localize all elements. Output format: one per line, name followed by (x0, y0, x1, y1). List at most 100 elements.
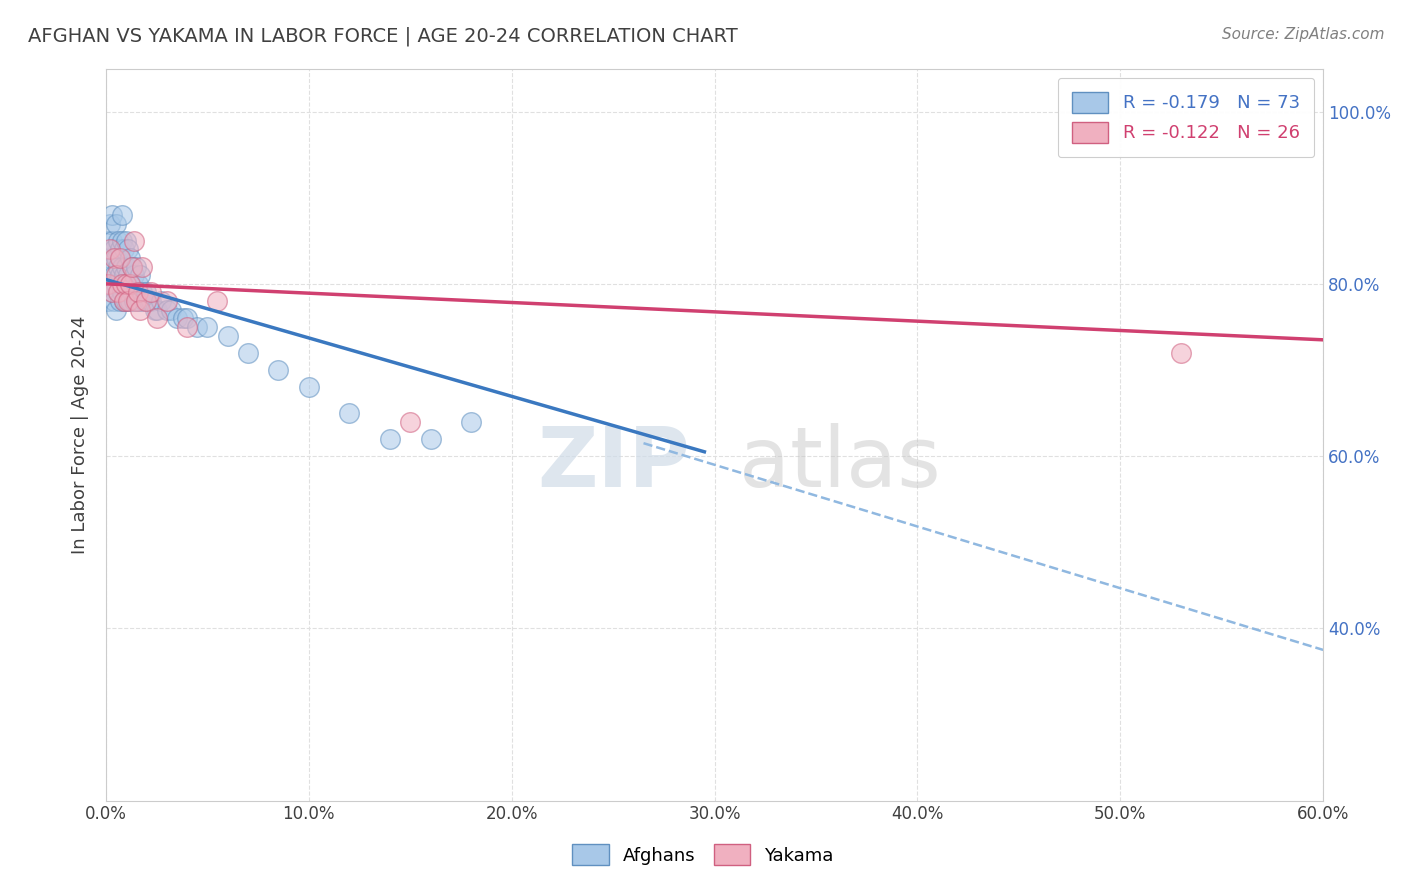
Point (176, 319, 198, 334)
Point (131, 260, 153, 274)
Point (195, 319, 218, 334)
Point (108, 277, 131, 291)
Point (112, 243, 135, 257)
Point (117, 268, 139, 283)
Point (236, 345, 259, 359)
Point (101, 285, 124, 300)
Point (98, 251, 121, 265)
Point (112, 294, 135, 309)
Point (267, 363, 290, 377)
Point (103, 294, 125, 309)
Point (124, 234, 146, 248)
Point (103, 251, 125, 265)
Point (156, 294, 179, 309)
Text: Source: ZipAtlas.com: Source: ZipAtlas.com (1222, 27, 1385, 42)
Point (131, 285, 153, 300)
Point (101, 260, 124, 274)
Point (107, 260, 129, 274)
Point (97, 294, 120, 309)
Point (112, 268, 135, 283)
Point (134, 294, 156, 309)
Point (172, 311, 194, 326)
Point (121, 260, 143, 274)
Point (101, 208, 124, 222)
Point (337, 406, 360, 420)
Point (108, 243, 131, 257)
Point (117, 285, 139, 300)
Point (115, 277, 138, 291)
Text: ZIP: ZIP (537, 424, 690, 504)
Point (105, 251, 128, 265)
Point (117, 294, 139, 309)
Point (129, 302, 152, 317)
Point (107, 285, 129, 300)
Point (143, 302, 166, 317)
Point (127, 277, 149, 291)
Point (101, 234, 124, 248)
Y-axis label: In Labor Force | Age 20-24: In Labor Force | Age 20-24 (72, 316, 89, 554)
Point (135, 285, 157, 300)
Point (117, 243, 139, 257)
Point (419, 432, 441, 446)
Point (125, 294, 148, 309)
Point (103, 243, 125, 257)
Point (120, 294, 142, 309)
Point (145, 302, 167, 317)
Point (98, 217, 121, 231)
Legend: Afghans, Yakama: Afghans, Yakama (564, 835, 842, 874)
Point (115, 277, 138, 291)
Point (112, 294, 135, 309)
Point (138, 294, 160, 309)
Point (207, 294, 229, 309)
Legend: R = -0.179   N = 73, R = -0.122   N = 26: R = -0.179 N = 73, R = -0.122 N = 26 (1057, 78, 1315, 157)
Point (186, 319, 208, 334)
Point (166, 311, 188, 326)
Point (108, 294, 131, 309)
Point (120, 251, 142, 265)
Point (125, 285, 148, 300)
Point (124, 268, 146, 283)
Point (120, 277, 142, 291)
Point (98, 277, 121, 291)
Point (105, 268, 128, 283)
Point (108, 251, 131, 265)
Point (399, 415, 422, 429)
Point (298, 380, 321, 394)
Point (176, 311, 198, 326)
Point (111, 208, 134, 222)
Point (127, 285, 149, 300)
Point (105, 217, 128, 231)
Point (121, 260, 143, 274)
Point (108, 268, 131, 283)
Point (115, 294, 138, 309)
Point (101, 285, 124, 300)
Point (107, 234, 129, 248)
Point (97, 277, 120, 291)
Point (149, 294, 172, 309)
Point (124, 294, 146, 309)
Text: atlas: atlas (740, 424, 941, 504)
Point (125, 260, 148, 274)
Point (120, 277, 142, 291)
Point (1170, 345, 1192, 359)
Point (145, 311, 167, 326)
Point (105, 302, 128, 317)
Point (111, 277, 134, 291)
Point (107, 285, 129, 300)
Point (111, 234, 134, 248)
Point (217, 328, 239, 343)
Point (378, 432, 401, 446)
Text: AFGHAN VS YAKAMA IN LABOR FORCE | AGE 20-24 CORRELATION CHART: AFGHAN VS YAKAMA IN LABOR FORCE | AGE 20… (28, 27, 738, 46)
Point (129, 268, 152, 283)
Point (111, 285, 134, 300)
Point (103, 268, 125, 283)
Point (460, 415, 482, 429)
Point (135, 294, 157, 309)
Point (139, 285, 162, 300)
Point (115, 234, 138, 248)
Point (159, 302, 181, 317)
Point (121, 285, 143, 300)
Point (127, 294, 149, 309)
Point (156, 302, 179, 317)
Point (111, 260, 134, 274)
